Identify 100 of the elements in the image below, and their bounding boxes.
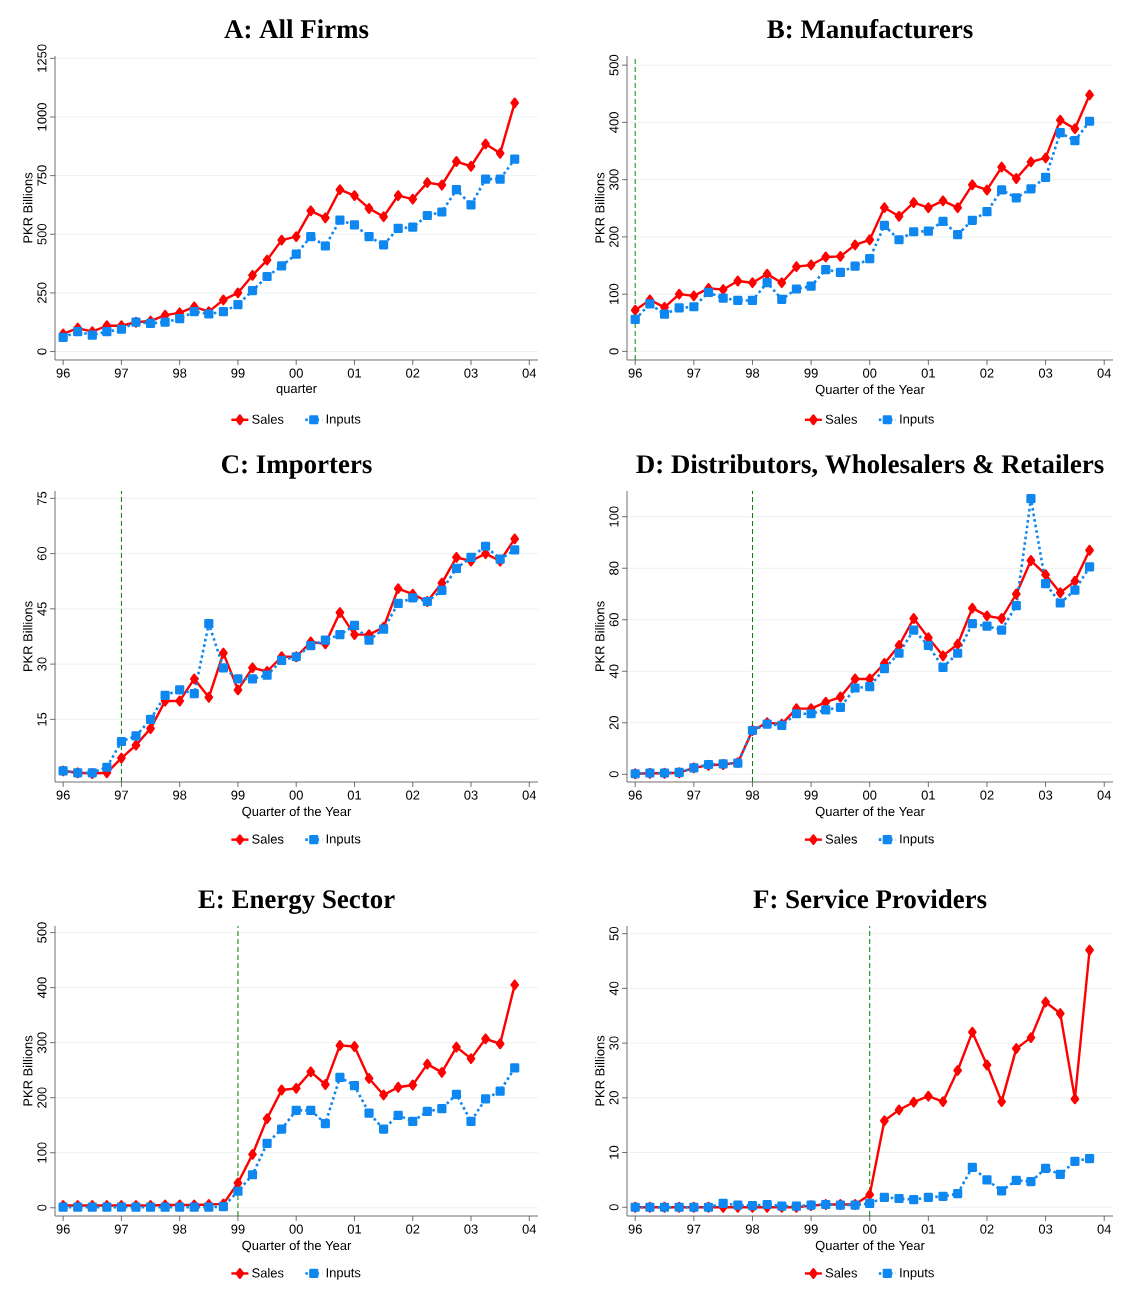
x-tick-label: 04 xyxy=(1097,790,1112,800)
x-tick-label: 01 xyxy=(921,1224,935,1234)
y-tick-label: 80 xyxy=(609,561,619,575)
x-tick-label: 04 xyxy=(1097,1224,1112,1234)
x-tick-label: 97 xyxy=(114,368,128,378)
x-tick-label: 97 xyxy=(687,1224,701,1234)
legend-label: Inputs xyxy=(900,1268,934,1280)
y-tick-label: 10 xyxy=(609,1145,619,1159)
y-tick-label: 20 xyxy=(609,716,619,730)
x-tick-label: 02 xyxy=(406,1224,420,1234)
x-tick-label: 04 xyxy=(522,1224,537,1234)
y-tick-label: 1250 xyxy=(37,44,47,72)
legend-label: Sales xyxy=(252,414,284,424)
chart-title: D: Distributors, Wholesalers & Retailers xyxy=(636,454,1104,478)
legend-label: Sales xyxy=(825,414,858,424)
x-tick-label: 00 xyxy=(863,368,877,378)
x-tick-label: 98 xyxy=(173,790,187,800)
y-tick-label: 100 xyxy=(609,506,619,527)
x-axis-title: Quarter of the Year xyxy=(242,806,352,819)
x-axis-title: Quarter of the Year xyxy=(815,806,925,819)
x-axis-title: Quarter of the Year xyxy=(242,1240,352,1253)
x-tick-label: 96 xyxy=(56,368,70,378)
legend-label: Inputs xyxy=(326,414,361,427)
x-tick-label: 97 xyxy=(687,790,701,800)
y-tick-label: 400 xyxy=(609,112,619,133)
x-tick-label: 03 xyxy=(1038,368,1053,378)
chart-title: C: Importers xyxy=(222,455,372,479)
x-tick-label: 00 xyxy=(289,790,303,800)
y-tick-label: 500 xyxy=(37,223,47,245)
x-tick-label: 96 xyxy=(628,790,642,800)
y-tick-label: 75 xyxy=(37,491,47,505)
x-axis-title: quarter xyxy=(276,384,317,396)
y-tick-label: 15 xyxy=(37,712,47,726)
x-tick-label: 03 xyxy=(464,368,478,378)
y-tick-label: 500 xyxy=(37,922,47,943)
y-tick-label: 50 xyxy=(609,926,619,941)
y-tick-label: 100 xyxy=(609,283,619,304)
x-tick-label: 03 xyxy=(1038,790,1053,800)
legend-label: Sales xyxy=(825,834,858,844)
x-tick-label: 02 xyxy=(406,790,420,800)
y-axis-title: PKR Billions xyxy=(594,172,605,243)
y-tick-label: 300 xyxy=(37,1032,47,1053)
y-tick-label: 200 xyxy=(609,226,619,248)
y-axis-title: PKR Billions xyxy=(22,172,33,243)
x-tick-label: 99 xyxy=(231,1224,245,1234)
x-tick-label: 02 xyxy=(980,1224,994,1234)
legend-label: Sales xyxy=(252,834,284,844)
y-tick-label: 60 xyxy=(609,613,619,627)
legend-label: Inputs xyxy=(900,834,934,847)
chart-title: F: Service Providers xyxy=(753,889,987,909)
x-tick-label: 98 xyxy=(745,790,760,800)
x-tick-label: 98 xyxy=(173,368,187,378)
x-tick-label: 01 xyxy=(921,790,935,800)
x-tick-label: 97 xyxy=(114,790,128,800)
x-tick-label: 99 xyxy=(804,1224,818,1234)
legend-label: Sales xyxy=(825,1268,858,1278)
x-axis-title: Quarter of the Year xyxy=(815,1240,925,1253)
y-tick-label: 45 xyxy=(37,602,47,616)
x-tick-label: 98 xyxy=(745,1224,760,1234)
legend-label: Sales xyxy=(252,1268,284,1278)
y-tick-label: 250 xyxy=(37,282,47,304)
y-tick-label: 500 xyxy=(609,54,619,76)
chart-title: B: Manufacturers xyxy=(767,19,973,39)
y-axis-title: PKR Billions xyxy=(594,1035,605,1106)
y-tick-label: 0 xyxy=(37,1204,47,1211)
x-tick-label: 01 xyxy=(921,368,935,378)
y-axis-title: PKR Billions xyxy=(22,1035,33,1106)
y-tick-label: 400 xyxy=(37,977,47,999)
y-tick-label: 1000 xyxy=(37,103,47,131)
legend-label: Inputs xyxy=(326,1268,361,1280)
x-tick-label: 99 xyxy=(804,790,818,800)
x-tick-label: 97 xyxy=(687,368,701,378)
x-tick-label: 02 xyxy=(406,368,420,378)
x-tick-label: 01 xyxy=(347,1224,362,1234)
y-tick-label: 750 xyxy=(37,165,47,186)
y-tick-label: 30 xyxy=(37,657,47,671)
y-axis-title: PKR Billions xyxy=(594,601,605,672)
x-tick-label: 99 xyxy=(231,368,245,378)
y-tick-label: 40 xyxy=(609,664,619,679)
x-tick-label: 04 xyxy=(1097,368,1112,378)
x-tick-label: 00 xyxy=(289,368,303,378)
y-tick-label: 0 xyxy=(609,348,619,355)
x-tick-label: 00 xyxy=(289,1224,303,1234)
y-tick-label: 0 xyxy=(609,771,619,778)
legend-label: Inputs xyxy=(900,414,934,427)
y-tick-label: 100 xyxy=(37,1142,47,1163)
y-tick-label: 60 xyxy=(37,546,47,561)
x-tick-label: 01 xyxy=(347,368,362,378)
x-tick-label: 99 xyxy=(804,368,818,378)
y-axis-title: PKR Billions xyxy=(22,601,33,672)
x-tick-label: 02 xyxy=(980,368,994,378)
x-tick-label: 04 xyxy=(522,368,537,378)
x-tick-label: 04 xyxy=(522,790,537,800)
x-tick-label: 00 xyxy=(863,790,877,800)
y-tick-label: 30 xyxy=(609,1036,619,1050)
chart-title: E: Energy Sector xyxy=(198,890,395,914)
x-axis-title: Quarter of the Year xyxy=(815,384,925,397)
chart-title: A: All Firms xyxy=(224,19,369,39)
x-tick-label: 96 xyxy=(628,368,642,378)
x-tick-label: 03 xyxy=(464,1224,478,1234)
